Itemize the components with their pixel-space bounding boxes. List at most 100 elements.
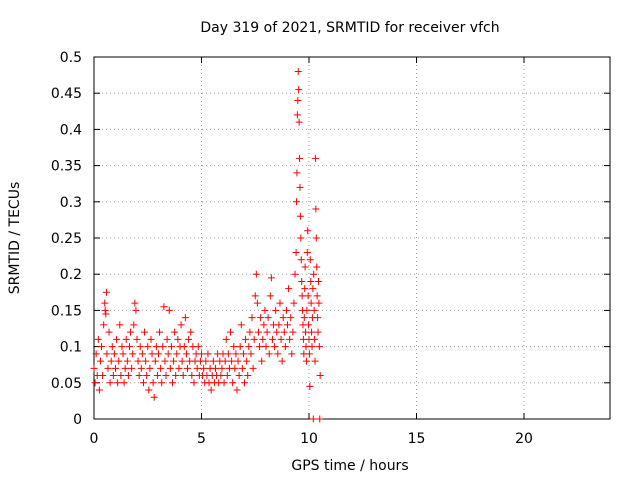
data-point [271,343,279,351]
data-point [106,379,114,387]
data-point [295,118,303,126]
data-point [153,372,161,380]
data-point [105,328,113,336]
data-point [109,372,117,380]
data-point [163,335,171,343]
data-point [139,379,147,387]
data-point [184,364,192,372]
data-point [165,306,173,314]
data-point [315,343,323,351]
data-point [137,364,145,372]
data-point [146,364,154,372]
data-point [115,357,123,365]
data-point [302,357,310,365]
data-point [313,292,321,300]
data-point [211,364,219,372]
data-point [222,335,230,343]
data-point [282,306,290,314]
data-point [256,343,264,351]
data-point [280,328,288,336]
data-point [173,350,181,358]
data-point [209,357,217,365]
data-point [220,379,228,387]
data-point [166,364,174,372]
data-point [298,277,306,285]
data-point [274,350,282,358]
data-point [120,379,128,387]
data-point [264,314,272,322]
data-point [312,234,320,242]
data-point [223,372,231,380]
data-point [254,328,262,336]
data-point [131,299,139,307]
data-point [314,277,322,285]
data-point [315,299,323,307]
data-point [172,372,180,380]
data-point [92,350,100,358]
x-tick-label: 15 [408,431,426,447]
data-point [294,67,302,75]
data-point [122,335,130,343]
data-point [293,111,301,119]
data-point [311,335,319,343]
data-point [287,314,295,322]
data-point [305,321,313,329]
data-point [133,335,141,343]
data-point [121,364,129,372]
data-point [158,379,166,387]
data-point [273,328,281,336]
data-point [228,357,236,365]
y-tick-label: 0.5 [60,50,82,66]
data-point [119,350,127,358]
data-point [300,314,308,322]
data-point [101,306,109,314]
data-point [286,335,294,343]
y-tick-label: 0.25 [51,231,82,247]
data-point [194,343,202,351]
data-point [238,364,246,372]
data-point [142,357,150,365]
data-point [160,303,168,311]
data-point [245,343,253,351]
data-point [125,343,133,351]
data-point [100,321,108,329]
data-point [207,386,215,394]
y-tick-label: 0.05 [51,376,82,392]
data-point [193,364,201,372]
data-point [235,372,243,380]
data-point [249,364,257,372]
data-point [129,350,137,358]
data-point [292,248,300,256]
data-point [204,350,212,358]
x-tick-label: 5 [197,431,206,447]
data-point [297,256,305,264]
data-point [244,372,252,380]
data-point [251,292,259,300]
data-point [150,393,158,401]
data-point [246,328,254,336]
data-point [305,350,313,358]
data-point [179,372,187,380]
data-point [309,415,317,423]
data-point [241,379,248,387]
data-point [108,343,116,351]
data-point [310,306,318,314]
data-point [149,379,157,387]
data-point [229,379,237,387]
data-point [182,350,190,358]
data-point [272,306,280,314]
data-point [259,335,267,343]
data-point [237,321,245,329]
plot-frame [93,56,611,420]
data-point [116,321,124,329]
data-point [159,343,167,351]
data-point [177,321,185,329]
data-point [110,350,118,358]
data-point [308,328,316,336]
data-point [304,227,312,235]
data-point [151,357,159,365]
data-point [227,328,235,336]
data-point [117,372,125,380]
data-point [171,328,179,336]
